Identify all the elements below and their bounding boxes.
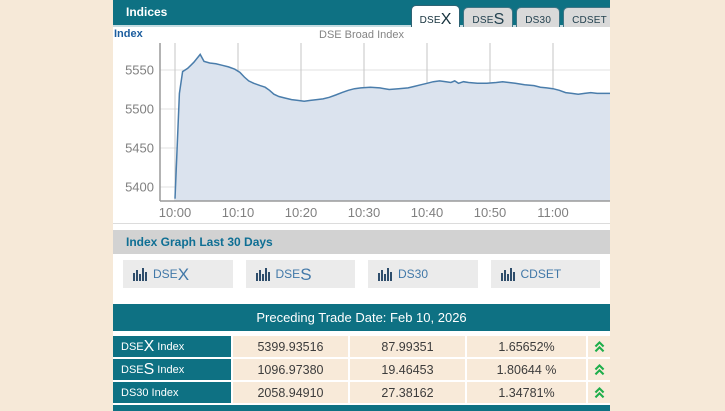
trade-date-bar: Preceding Trade Date: Feb 10, 2026 bbox=[113, 304, 610, 331]
graph-button-dses[interactable]: DSE S bbox=[245, 260, 355, 288]
index-value: 5399.93516 bbox=[231, 336, 348, 357]
graph-buttons: DSE X DSE S DS30 CDSET bbox=[113, 254, 610, 288]
table-row-dses: DSE S Index 1096.97380 19.46453 1.80644 % bbox=[113, 359, 610, 380]
svg-text:11:00: 11:00 bbox=[537, 205, 569, 220]
table-row-dsex: DSE X Index 5399.93516 87.99351 1.65652% bbox=[113, 336, 610, 357]
index-change: 87.99351 bbox=[348, 336, 465, 357]
double-up-arrow-icon bbox=[586, 382, 610, 403]
indices-widget: Indices DSE X DSE S DS30 CDSET bbox=[113, 0, 610, 411]
index-tabs: DSE X DSE S DS30 CDSET bbox=[410, 2, 610, 32]
graph-section-title: Index Graph Last 30 Days bbox=[126, 235, 273, 249]
svg-text:10:30: 10:30 bbox=[348, 205, 381, 220]
tabs-clip: DSE X DSE S DS30 CDSET bbox=[113, 0, 610, 32]
indices-table: DSE X Index 5399.93516 87.99351 1.65652% D… bbox=[113, 336, 610, 403]
tab-cdset[interactable]: CDSET bbox=[563, 7, 610, 30]
svg-text:5550: 5550 bbox=[125, 63, 154, 78]
index-percent: 1.34781% bbox=[465, 382, 586, 403]
double-up-arrow-icon bbox=[586, 336, 610, 357]
index-change: 27.38162 bbox=[348, 382, 465, 403]
row-label-dsex: DSE X Index bbox=[113, 336, 231, 357]
graph-button-dsex[interactable]: DSE X bbox=[123, 260, 233, 288]
row-label-ds30: DS30 Index bbox=[113, 382, 231, 403]
tab-ds30[interactable]: DS30 bbox=[516, 7, 561, 30]
graph-button-ds30[interactable]: DS30 bbox=[368, 260, 478, 288]
chart-head: Index DSE Broad Index bbox=[113, 27, 610, 43]
index-percent: 1.80644 % bbox=[465, 359, 586, 380]
double-up-arrow-icon bbox=[586, 359, 610, 380]
indices-title: Indices bbox=[126, 5, 168, 19]
bar-chart-icon bbox=[378, 267, 392, 281]
chart-section: Index DSE Broad Index 5550 5500 5450 5400 10… bbox=[113, 27, 610, 224]
chart-title: DSE Broad Index bbox=[319, 29, 404, 41]
index-area-chart: 5550 5500 5450 5400 10:00 10:10 10:20 10:30 10:4… bbox=[125, 43, 610, 220]
index-link[interactable]: Index bbox=[114, 28, 143, 40]
tab-dses[interactable]: DSE S bbox=[463, 7, 514, 30]
svg-text:10:20: 10:20 bbox=[285, 205, 318, 220]
header-divider bbox=[113, 25, 610, 27]
row-label-dses: DSE S Index bbox=[113, 359, 231, 380]
svg-text:10:00: 10:00 bbox=[159, 205, 192, 220]
bar-chart-icon bbox=[255, 267, 270, 281]
index-change: 19.46453 bbox=[348, 359, 465, 380]
bar-chart-icon bbox=[500, 267, 515, 281]
svg-text:10:40: 10:40 bbox=[411, 205, 444, 220]
svg-text:5400: 5400 bbox=[125, 180, 154, 195]
graph-button-cdset[interactable]: CDSET bbox=[490, 260, 600, 288]
graph-section-header: Index Graph Last 30 Days bbox=[113, 230, 610, 254]
svg-text:10:10: 10:10 bbox=[222, 205, 255, 220]
index-value: 2058.94910 bbox=[231, 382, 348, 403]
bar-chart-icon bbox=[133, 267, 147, 281]
svg-text:5450: 5450 bbox=[125, 141, 154, 156]
table-row-ds30: DS30 Index 2058.94910 27.38162 1.34781% bbox=[113, 382, 610, 403]
svg-text:5500: 5500 bbox=[125, 102, 154, 117]
svg-text:10:50: 10:50 bbox=[474, 205, 507, 220]
indices-header: Indices DSE X DSE S DS30 CDSET bbox=[113, 0, 610, 32]
bottom-strip bbox=[113, 405, 610, 411]
index-percent: 1.65652% bbox=[465, 336, 586, 357]
index-value: 1096.97380 bbox=[231, 359, 348, 380]
